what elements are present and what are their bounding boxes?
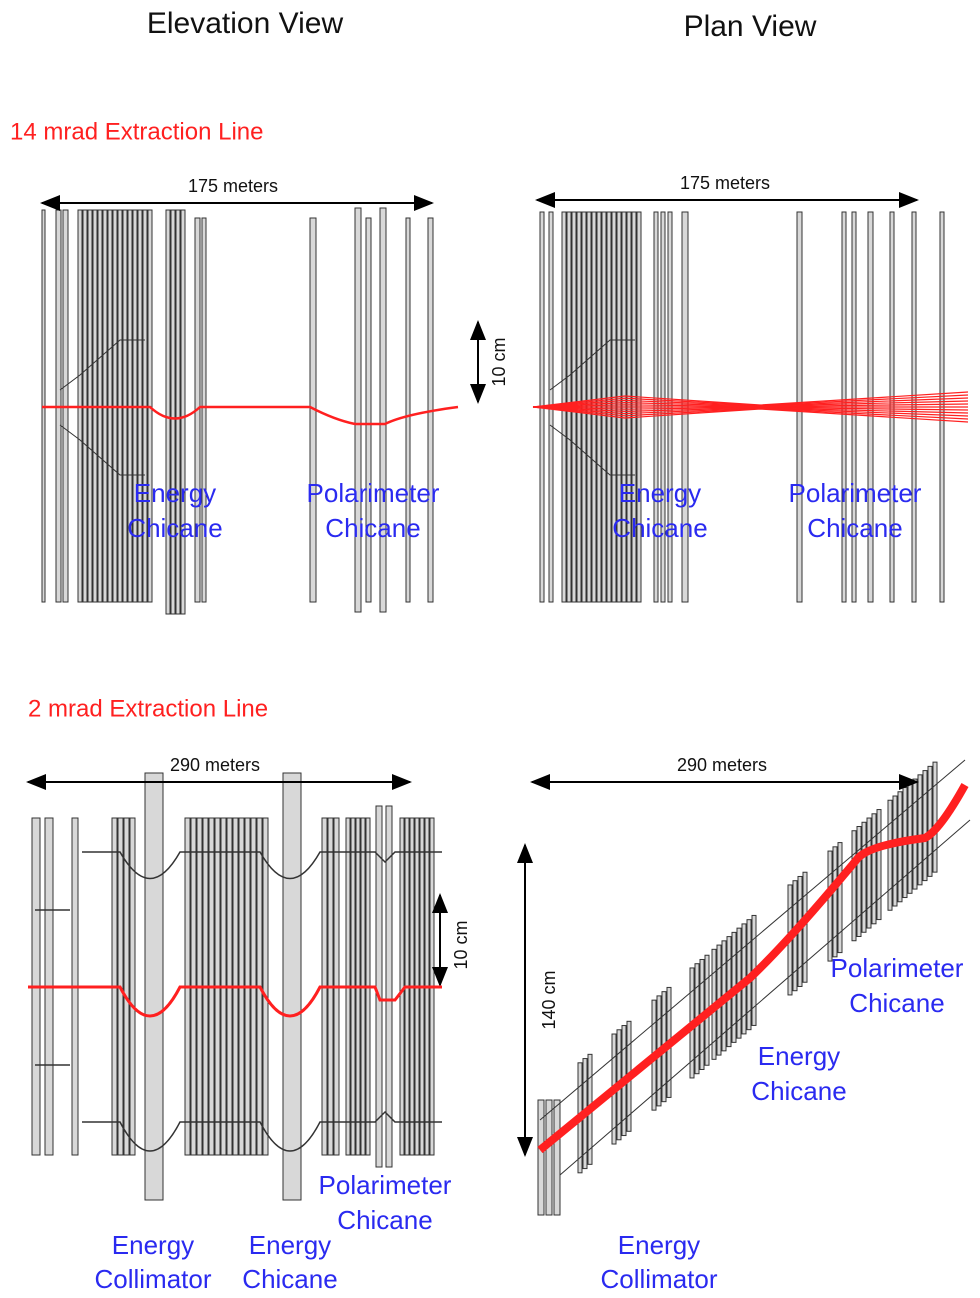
magnet <box>365 217 372 603</box>
region-label: Polarimeter <box>789 478 922 508</box>
magnet <box>917 774 923 886</box>
height-label: 10 cm <box>489 337 509 386</box>
magnet <box>123 817 130 1156</box>
magnet <box>180 209 186 615</box>
region-label: Collimator <box>94 1264 211 1294</box>
beam-ray <box>532 406 969 423</box>
aperture <box>539 759 966 1121</box>
magnet <box>379 207 387 613</box>
magnet <box>827 850 833 962</box>
beamline-drawings <box>26 192 971 1216</box>
magnet <box>892 795 898 907</box>
beam-ray <box>532 391 969 408</box>
region-label: Chicane <box>242 1264 337 1294</box>
aperture <box>59 339 145 476</box>
magnet <box>354 207 362 613</box>
magnet <box>856 826 862 938</box>
region-label: Polarimeter <box>319 1170 452 1200</box>
region-label: Chicane <box>337 1205 432 1235</box>
magnet <box>897 791 903 903</box>
region-label: Polarimeter <box>831 953 964 983</box>
magnet <box>866 817 872 929</box>
beam-ray <box>532 406 969 411</box>
region-label: Chicane <box>612 513 707 543</box>
magnet <box>837 842 843 954</box>
region-label: Energy <box>112 1230 194 1260</box>
magnet <box>832 846 838 958</box>
magnet <box>175 209 181 615</box>
magnet <box>545 1099 553 1216</box>
aperture <box>35 909 70 1066</box>
region-label: Chicane <box>325 513 420 543</box>
magnet <box>144 772 164 1201</box>
beam <box>28 985 442 1018</box>
region-label: Energy <box>249 1230 331 1260</box>
magnet <box>537 1099 545 1216</box>
region-label: Chicane <box>751 1076 846 1106</box>
magnet <box>851 830 857 942</box>
magnet <box>129 817 136 1156</box>
magnet <box>876 809 882 921</box>
beam-ray <box>532 400 969 408</box>
magnet <box>922 770 928 882</box>
beam-ray <box>532 394 969 408</box>
region-label: Collimator <box>600 1264 717 1294</box>
aperture <box>82 851 442 880</box>
beam-ray <box>532 406 969 420</box>
beam <box>537 783 969 1154</box>
magnet <box>861 821 867 933</box>
aperture <box>549 339 635 476</box>
region-label: Energy <box>619 478 701 508</box>
magnet <box>399 817 405 1156</box>
magnet <box>405 217 411 603</box>
magnet <box>553 1099 561 1216</box>
section-title: 14 mrad Extraction Line <box>10 118 263 145</box>
magnet <box>170 209 176 615</box>
magnet <box>887 799 893 911</box>
magnet <box>375 805 383 1168</box>
beam <box>42 405 459 426</box>
aperture <box>82 1110 442 1152</box>
beam-ray <box>532 406 969 417</box>
column-header: Elevation View <box>147 7 344 40</box>
magnet <box>201 217 207 603</box>
magnet <box>262 817 269 1156</box>
magnet <box>282 772 302 1201</box>
region-label: Chicane <box>807 513 902 543</box>
beam-ray <box>532 406 969 414</box>
aperture <box>559 819 971 1176</box>
magnet <box>927 765 933 877</box>
column-header: Plan View <box>684 10 817 43</box>
magnet <box>165 209 171 615</box>
beam-ray <box>532 403 969 408</box>
length-label: 290 meters <box>677 755 767 775</box>
height-label: 140 cm <box>539 970 559 1029</box>
region-label: Energy <box>758 1041 840 1071</box>
region-label: Chicane <box>127 513 222 543</box>
length-label: 175 meters <box>188 176 278 196</box>
magnet <box>871 813 877 925</box>
height-label: 10 cm <box>451 920 471 969</box>
magnet <box>385 805 393 1168</box>
region-label: Chicane <box>849 988 944 1018</box>
beam-ray <box>532 397 969 408</box>
section-title: 2 mrad Extraction Line <box>28 695 268 722</box>
region-label: Energy <box>134 478 216 508</box>
magnet <box>912 778 918 890</box>
magnet <box>932 761 938 873</box>
region-label: Polarimeter <box>307 478 440 508</box>
region-label: Energy <box>618 1230 700 1260</box>
length-label: 175 meters <box>680 173 770 193</box>
length-label: 290 meters <box>170 755 260 775</box>
